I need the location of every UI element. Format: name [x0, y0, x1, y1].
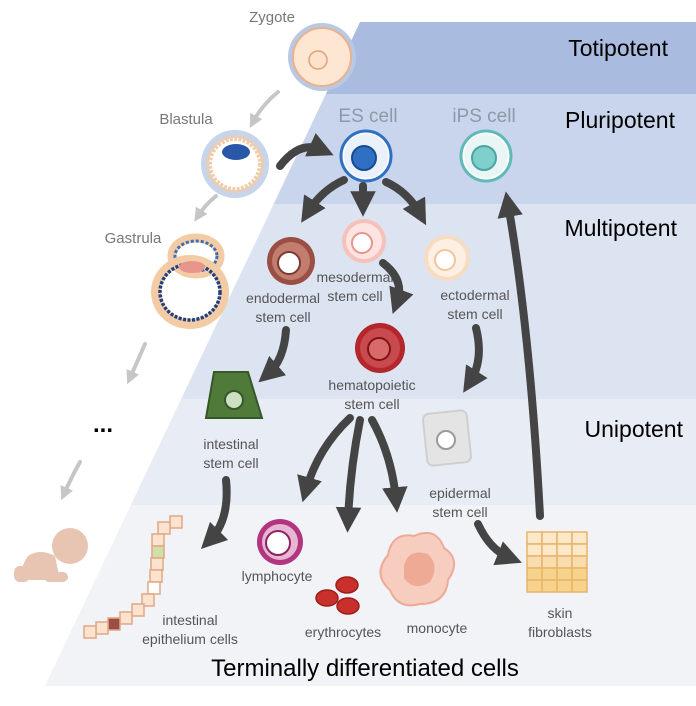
epidermal-label-2: stem cell [432, 504, 487, 520]
blastula-label: Blastula [159, 111, 213, 128]
ectodermal-cell [424, 235, 470, 281]
arrow-mesodermal-to-hematopoietic [379, 259, 414, 315]
skin-fibroblasts-cells [526, 531, 588, 593]
hematopoietic-label-1: hematopoietic [328, 377, 415, 393]
gastrula-cell [151, 233, 229, 329]
arrow-hematopoietic-to-lymphocyte [297, 414, 354, 503]
epidermal-stem-cell [421, 409, 473, 467]
multipotent-label: Multipotent [564, 215, 677, 241]
intestinal-epithelium-label-1: intestinal [162, 612, 217, 628]
differentiation-arrows [200, 133, 544, 566]
monocyte-cell [379, 532, 455, 607]
lymphocyte-cell [257, 519, 303, 565]
arrow-es-to-ectodermal [382, 178, 427, 226]
hematopoietic-label-2: stem cell [344, 396, 399, 412]
arrow-hematopoietic-to-erythrocytes [335, 416, 364, 533]
arrow-endodermal-to-intestinal [258, 326, 290, 383]
blastula-cell [201, 130, 269, 198]
arrow-epidermal-to-fibroblasts [474, 520, 522, 566]
erythrocytes-label: erythrocytes [305, 624, 381, 640]
totipotent-label: Totipotent [568, 35, 668, 61]
epidermal-label-1: epidermal [429, 485, 490, 501]
skin-fibroblasts-label-2: fibroblasts [528, 624, 592, 640]
development-arrows [60, 90, 280, 501]
erythrocytes-cells [315, 576, 360, 615]
terminal-label: Terminally differentiated cells [211, 655, 519, 682]
ectodermal-label-2: stem cell [447, 306, 502, 322]
ellipsis-label: ... [93, 411, 113, 438]
mesodermal-label-1: mesodermal [316, 269, 393, 285]
pluripotent-label: Pluripotent [565, 107, 676, 133]
skin-fibroblasts-label-1: skin [548, 605, 573, 621]
intestinal-epithelium-cells [83, 515, 183, 639]
ectodermal-label-1: ectodermal [440, 287, 509, 303]
arrow-fibroblasts-to-ips [497, 191, 544, 520]
monocyte-label: monocyte [407, 620, 468, 636]
baby-icon [14, 528, 88, 582]
es-cell [339, 129, 393, 183]
hematopoietic-cell [355, 323, 405, 373]
endodermal-label-2: stem cell [255, 309, 310, 325]
ips-cell-label: iPS cell [452, 106, 515, 127]
arrow-ectodermal-to-epidermal [463, 324, 488, 393]
zygote-cell [288, 23, 356, 91]
arrow-es-to-endodermal [301, 176, 348, 223]
mesodermal-label-2: stem cell [327, 288, 382, 304]
mesodermal-cell [342, 219, 386, 263]
endodermal-label-1: endodermal [246, 290, 320, 306]
gastrula-label: Gastrula [105, 230, 162, 247]
lymphocyte-label: lymphocyte [242, 568, 313, 584]
unipotent-label: Unipotent [585, 416, 684, 442]
zygote-label: Zygote [249, 9, 295, 26]
endodermal-cell [267, 237, 315, 285]
arrow-blastula-to-es [276, 133, 334, 170]
ips-cell [459, 129, 513, 183]
intestinal-epithelium-label-2: epithelium cells [142, 631, 238, 647]
arrow-hematopoietic-to-monocyte [368, 416, 408, 513]
intestinal-stem-label-2: stem cell [203, 455, 258, 471]
es-cell-label: ES cell [338, 106, 397, 127]
intestinal-stem-cell [204, 371, 264, 419]
arrow-intestinal-to-epithelium [200, 476, 231, 550]
intestinal-stem-label-1: intestinal [203, 436, 258, 452]
